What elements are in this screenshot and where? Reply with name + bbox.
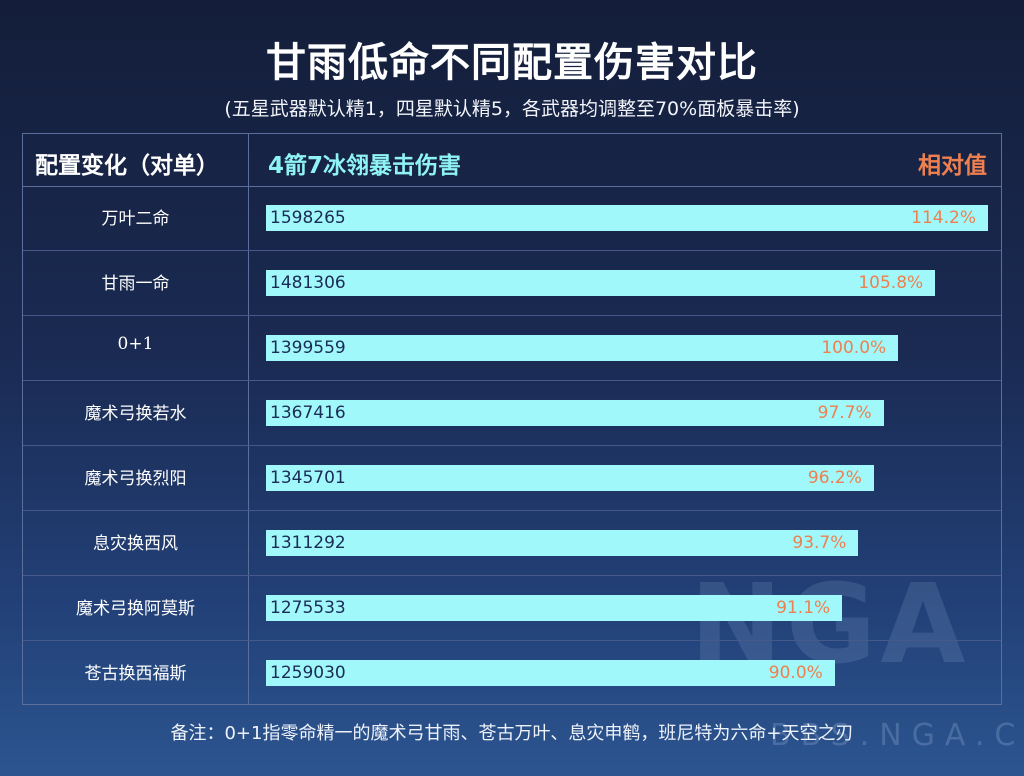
table-row: 万叶二命 1598265 114.2%: [23, 186, 1001, 251]
category-label: 万叶二命: [101, 209, 170, 229]
table-row: 苍古换西福斯 1259030 90.0%: [23, 641, 1001, 706]
header-row: 配置变化（对单） 4箭7冰翎暴击伤害 相对值: [23, 134, 1001, 187]
table-row: 魔术弓换若水 1367416 97.7%: [23, 381, 1001, 446]
category-label: 甘雨一命: [101, 274, 170, 294]
value-label: 1259030: [270, 663, 346, 683]
header-config: 配置变化（对单）: [35, 153, 219, 179]
footnote: 备注：0+1指零命精一的魔术弓甘雨、苍古万叶、息灾申鹤，班尼特为六命+天空之刃: [170, 723, 854, 744]
table-row: 魔术弓换阿莫斯 1275533 91.1%: [23, 576, 1001, 641]
column-divider: [248, 134, 249, 704]
category-label: 息灾换西风: [93, 534, 178, 554]
category-label: 魔术弓换若水: [84, 404, 187, 424]
value-label: 1367416: [270, 403, 346, 423]
category-label: 0+1: [117, 334, 154, 354]
table-row: 息灾换西风 1311292 93.7%: [23, 511, 1001, 576]
relative-label: 105.8%: [858, 273, 924, 293]
relative-label: 93.7%: [792, 533, 847, 553]
bar: 1311292 93.7%: [266, 530, 859, 556]
relative-label: 114.2%: [911, 208, 976, 228]
relative-label: 91.1%: [776, 598, 831, 618]
bar: 1275533 91.1%: [266, 595, 843, 621]
category-label: 魔术弓换阿莫斯: [76, 599, 195, 619]
category-label: 魔术弓换烈阳: [84, 469, 187, 489]
value-label: 1275533: [270, 598, 346, 618]
category-label: 苍古换西福斯: [84, 664, 187, 684]
value-label: 1399559: [270, 338, 346, 358]
relative-label: 100.0%: [821, 338, 887, 358]
chart-title: 甘雨低命不同配置伤害对比: [266, 40, 758, 86]
value-label: 1311292: [270, 533, 346, 553]
value-label: 1345701: [270, 468, 346, 488]
chart-subtitle: (五星武器默认精1，四星默认精5，各武器均调整至70%面板暴击率): [224, 98, 800, 120]
bar: 1481306 105.8%: [266, 270, 936, 296]
bar: 1598265 114.2%: [266, 205, 988, 231]
table-row: 魔术弓换烈阳 1345701 96.2%: [23, 446, 1001, 511]
relative-label: 96.2%: [807, 468, 862, 488]
header-damage: 4箭7冰翎暴击伤害: [268, 153, 462, 179]
relative-label: 97.7%: [817, 403, 872, 423]
bar: 1367416 97.7%: [266, 400, 884, 426]
relative-label: 90.0%: [768, 663, 823, 683]
table-row: 甘雨一命 1481306 105.8%: [23, 251, 1001, 316]
bar: 1345701 96.2%: [266, 465, 874, 491]
chart-table: 配置变化（对单） 4箭7冰翎暴击伤害 相对值 万叶二命 1598265 114.2%…: [22, 133, 1002, 705]
bar: 1259030 90.0%: [266, 660, 835, 686]
header-relative: 相对值: [918, 153, 987, 179]
value-label: 1598265: [270, 208, 346, 228]
watermark-url: BBS.NGA.CN: [770, 718, 1024, 753]
table-row: 0+1 1399559 100.0%: [23, 316, 1001, 381]
bar: 1399559 100.0%: [266, 335, 899, 361]
value-label: 1481306: [270, 273, 346, 293]
